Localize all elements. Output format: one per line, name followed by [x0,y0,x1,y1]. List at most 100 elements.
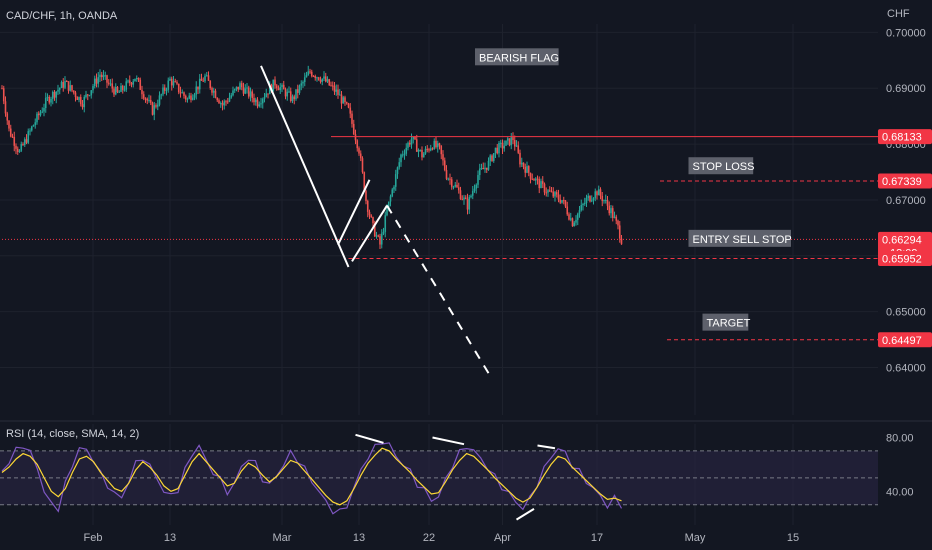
candle-body [508,138,511,146]
candle-body [235,86,238,90]
candle-body [337,89,339,95]
divergence-line[interactable] [515,507,535,521]
candle-body [120,85,122,92]
trendline[interactable] [351,205,388,262]
trendline[interactable] [386,205,490,374]
candle-body [181,92,184,94]
annotation-box[interactable] [702,313,749,331]
divergence-line[interactable] [432,436,465,446]
candle-body [149,99,152,103]
candle-body [541,181,544,184]
candle-body [237,86,240,90]
candle-body [561,200,563,203]
candle-body [11,136,14,138]
trendline[interactable] [260,65,350,268]
candle-body [244,88,247,94]
candle-body [86,94,89,96]
candle-body [193,94,196,98]
candle-body [293,96,296,100]
price-axis[interactable]: 0.700000.690000.680000.670000.660000.650… [878,27,932,375]
candle-body [219,103,222,105]
candle-body [256,99,259,107]
candle-body [396,167,399,175]
candle-body [160,94,163,96]
rsi-tick-label: 40.00 [886,486,914,498]
trendline[interactable] [337,179,371,246]
candle-body [174,81,177,83]
candle-body [275,85,278,89]
annotation-label: ENTRY SELL STOP [693,234,792,246]
annotation-box[interactable] [688,157,754,175]
candle-body [447,178,450,180]
candle-body [281,84,283,88]
candle-body [386,209,388,216]
price-tick-label: 0.70000 [886,27,926,39]
annotation-box[interactable] [475,48,559,66]
currency-label: CHF [887,8,910,20]
candle-body [232,90,234,96]
candle-body [340,94,343,104]
candle-body [188,95,191,99]
candle-body [596,191,598,196]
candle-body [484,167,486,170]
candle-body [23,139,26,146]
candle-body [534,178,537,181]
rsi-title[interactable]: RSI (14, close, SMA, 14, 2) [6,428,139,440]
candle-body [592,198,595,201]
candle-body [496,147,499,154]
candle-body [125,81,128,90]
candle-body [405,147,408,154]
candle-body [361,158,364,173]
divergence-line[interactable] [355,433,384,444]
candle-body [312,76,315,78]
candle-body [79,97,82,105]
candle-body [198,78,201,90]
candle-body [359,153,362,159]
candle-body [529,172,532,179]
candle-body [60,82,63,88]
candle-body [163,87,166,91]
divergence-line[interactable] [537,444,556,450]
candle-body [134,78,136,82]
candle-body [422,153,425,158]
candle-body [583,203,586,205]
candle-body [555,192,558,195]
candle-body [435,140,437,148]
chart-labels: BEARISH FLAG STOP LOSS ENTRY SELL STOP TARG… [475,48,792,331]
candle-body [6,113,9,121]
candle-body [155,105,157,107]
rsi-axis[interactable]: 80.00 40.00 [886,432,914,498]
candle-body [531,178,534,180]
candle-body [443,160,446,171]
candle-body [109,83,112,85]
price-tick-label: 0.69000 [886,83,926,95]
candle-body [580,205,583,211]
candle-body [401,154,404,156]
candle-body [233,89,236,91]
candle-body [363,172,366,192]
candle-body [501,142,504,149]
time-tick-label: 13 [164,532,176,544]
candle-body [226,101,229,103]
candle-body [137,77,140,80]
candle-body [309,71,311,73]
candle-body [499,142,502,144]
price-tick-label: 0.67000 [886,195,926,207]
annotation-box[interactable] [688,229,792,247]
candle-body [566,206,569,215]
candle-body [9,128,12,137]
candle-body [440,145,443,155]
candle-body [457,187,460,191]
candle-body [431,148,434,150]
time-axis[interactable]: Feb 13 Mar 13 22 Apr 17 May 15 [84,532,800,544]
price-tag-label: 0.66294 [882,234,922,246]
candle-body [524,166,527,173]
candle-body [74,92,77,98]
symbol-title[interactable]: CAD/CHF, 1h, OANDA [6,10,118,22]
candle-body [470,195,472,198]
candle-body [62,82,65,88]
candle-body [366,200,369,212]
price-tag [878,250,932,266]
candle-body [477,175,479,185]
candle-body [345,102,348,104]
